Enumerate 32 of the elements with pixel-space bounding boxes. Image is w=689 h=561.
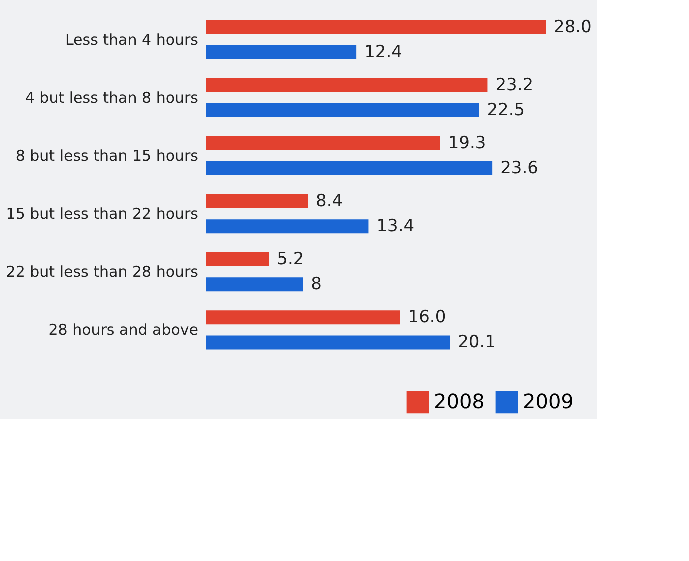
bar [206,136,440,150]
data-label: 23.6 [500,158,538,179]
bar [206,45,357,60]
bar [206,78,488,92]
data-label: 22.5 [487,100,526,120]
data-label: 20.1 [458,332,496,353]
data-label: 8 [311,274,322,295]
data-label: 16.0 [408,308,446,328]
data-label: 5.2 [277,250,304,270]
bar [206,20,546,34]
y-tick-label: 4 but less than 8 hours [25,88,199,107]
bar [206,194,308,208]
y-tick-label: 28 hours and above [48,321,198,340]
data-label: 13.4 [376,216,415,237]
bar [206,103,480,118]
y-tick-label: 8 but less than 15 hours [16,146,199,165]
bar [206,252,270,267]
legend-label: 2009 [523,389,574,414]
data-label: 28.0 [554,17,592,38]
data-label: 12.4 [364,42,402,62]
legend-label: 2008 [434,389,485,414]
data-label: 8.4 [316,191,344,212]
y-tick-label: 15 but less than 22 hours [6,205,199,224]
bar [206,336,450,350]
bar [206,162,493,176]
bar [206,278,304,292]
y-tick-label: Less than 4 hours [65,30,199,49]
y-tick-label: 22 but less than 28 hours [6,263,199,282]
bar [206,310,400,325]
data-label: 23.2 [496,75,534,96]
bar [206,220,369,234]
data-label: 19.3 [448,133,486,154]
